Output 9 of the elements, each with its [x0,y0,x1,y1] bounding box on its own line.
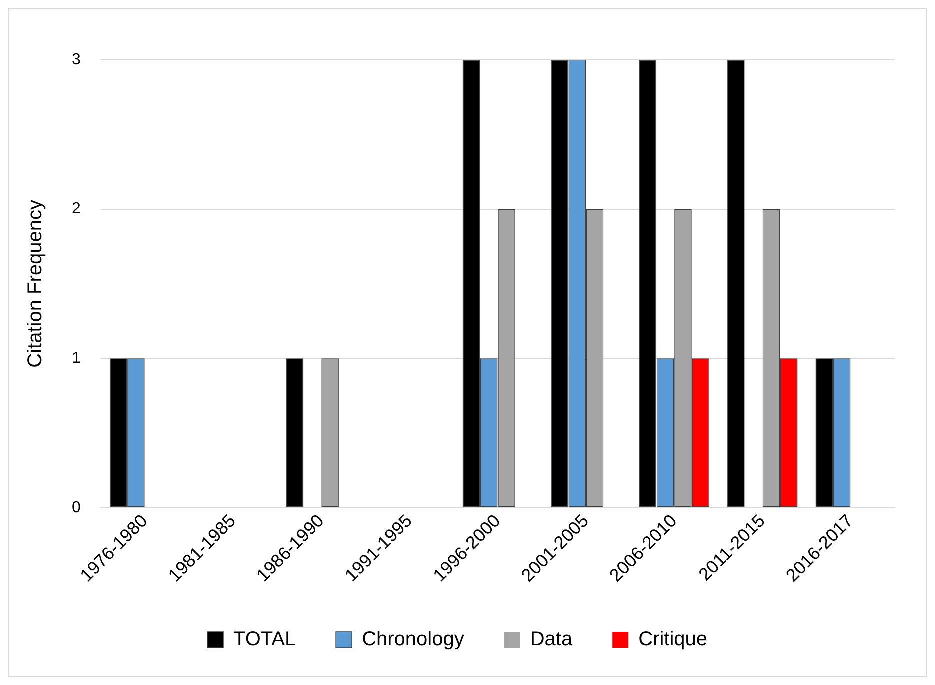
y-axis-title: Citation Frequency [24,200,47,368]
legend-label: TOTAL [233,628,296,651]
legend-label: Chronology [362,628,464,651]
y-tick-label: 0 [72,499,81,516]
legend-label: Data [530,628,574,651]
y-tick-label: 1 [72,350,81,367]
y-tick-label: 2 [72,200,81,218]
y-tick-label: 3 [72,51,81,68]
legend-label: Critique [638,628,708,651]
